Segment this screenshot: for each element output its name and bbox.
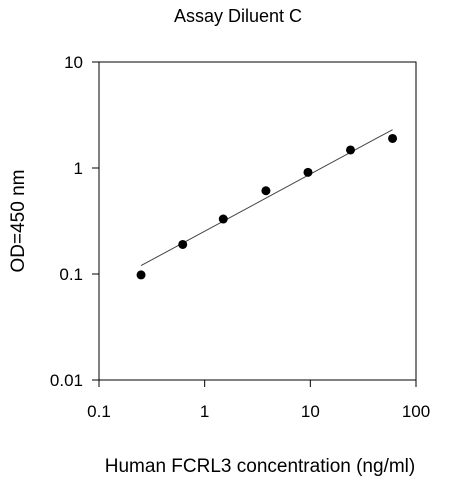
- chart-title: Assay Diluent C: [174, 6, 302, 26]
- x-tick-label: 1: [200, 402, 209, 421]
- data-point: [178, 239, 188, 249]
- x-axis-title: Human FCRL3 concentration (ng/ml): [105, 456, 415, 477]
- x-tick-label: 10: [301, 402, 320, 421]
- y-axis-title: OD=450 nm: [8, 170, 29, 273]
- y-tick-label: 1: [74, 159, 83, 178]
- x-tick-label: 0.1: [87, 402, 111, 421]
- data-points: [136, 133, 398, 280]
- y-tick-label: 0.1: [59, 265, 83, 284]
- data-point: [218, 214, 228, 224]
- data-point: [388, 133, 398, 143]
- data-point: [261, 186, 271, 196]
- data-point: [346, 145, 356, 155]
- data-point: [136, 270, 146, 280]
- y-tick-label: 0.01: [50, 371, 83, 390]
- plot-frame: [98, 61, 417, 381]
- y-tick-label: 10: [64, 53, 83, 72]
- x-tick-label: 100: [402, 402, 430, 421]
- data-point: [303, 167, 313, 177]
